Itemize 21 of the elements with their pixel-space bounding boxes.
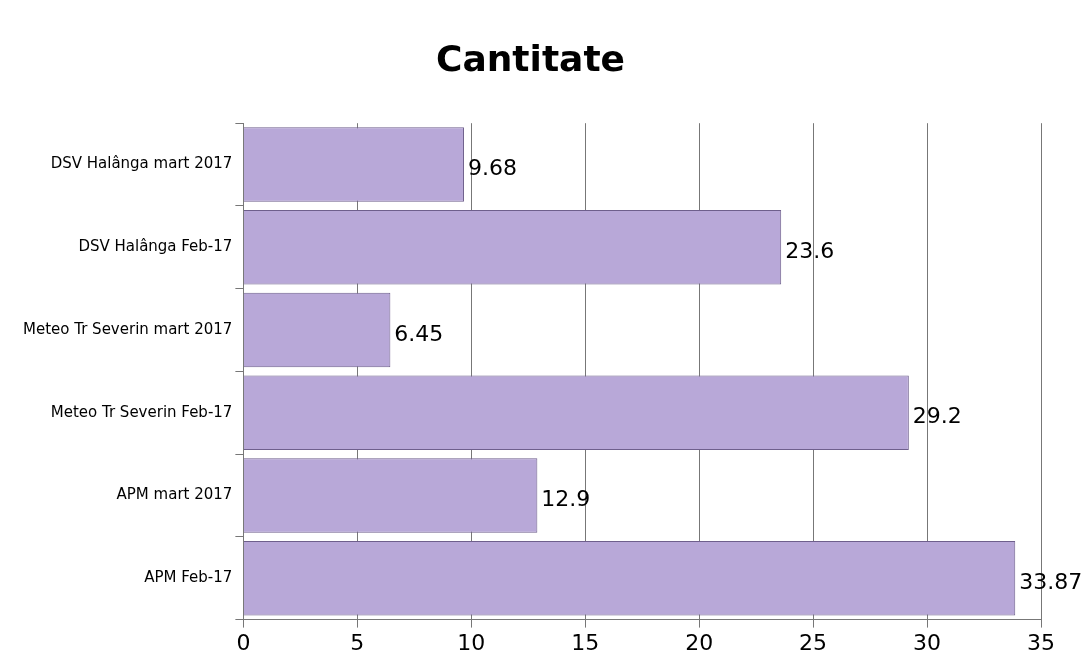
data-label: 23.6 [785,238,835,264]
y-tick-label: DSV Halânga Feb-17 [78,237,233,256]
x-tick-label: 15 [571,629,600,655]
data-label: 12.9 [541,486,591,512]
x-tick-label: 10 [457,629,486,655]
x-tick-label: 35 [1027,629,1055,655]
y-tick-label: Meteo Tr Severin mart 2017 [22,319,233,338]
y-tick-label: APM mart 2017 [116,485,233,504]
x-tick-label: 0 [236,629,251,655]
x-tick-label: 5 [350,629,365,655]
x-tick-label: 30 [913,629,942,655]
chart-title: Cantitate [435,37,626,79]
y-tick-label: DSV Halânga mart 2017 [50,154,233,173]
data-label: 33.87 [1019,568,1083,594]
x-tick-label: 20 [685,629,714,655]
data-label: 29.2 [912,403,962,429]
x-tick-label: 25 [799,629,828,655]
data-label: 9.68 [467,155,517,181]
data-label: 6.45 [394,320,444,346]
y-tick-label: APM Feb-17 [144,568,233,587]
y-tick-label: Meteo Tr Severin Feb-17 [50,402,233,421]
